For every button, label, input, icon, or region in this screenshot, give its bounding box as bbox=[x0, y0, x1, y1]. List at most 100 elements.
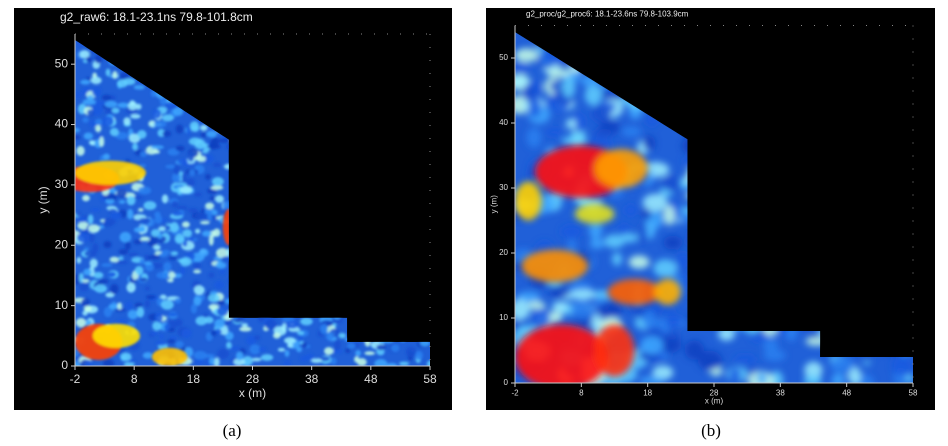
texture-blob bbox=[217, 348, 230, 360]
texture-blob bbox=[217, 260, 223, 266]
texture-blob bbox=[803, 375, 822, 383]
texture-blob bbox=[115, 260, 128, 265]
y-tick-label: 0 bbox=[504, 378, 509, 387]
texture-blob bbox=[134, 265, 144, 275]
texture-blob bbox=[80, 79, 91, 85]
texture-blob bbox=[159, 97, 168, 106]
x-tick-label: 38 bbox=[776, 389, 785, 398]
texture-blob bbox=[246, 335, 257, 346]
texture-blob bbox=[112, 70, 118, 79]
texture-blob bbox=[209, 291, 219, 295]
texture-blob bbox=[172, 106, 184, 116]
texture-blob bbox=[75, 317, 87, 328]
texture-blob bbox=[162, 130, 172, 137]
texture-blob bbox=[105, 198, 115, 205]
texture-blob bbox=[86, 56, 93, 63]
texture-blob bbox=[194, 228, 201, 234]
texture-blob bbox=[226, 341, 232, 349]
texture-blob bbox=[364, 351, 376, 356]
texture-blob bbox=[546, 69, 572, 77]
texture-blob bbox=[94, 100, 105, 107]
texture-blob bbox=[596, 301, 622, 320]
texture-blob bbox=[109, 211, 122, 220]
texture-blob bbox=[515, 48, 539, 63]
texture-blob bbox=[79, 50, 90, 59]
texture-blob bbox=[376, 344, 387, 351]
y-tick-label: 10 bbox=[499, 313, 508, 322]
texture-blob bbox=[105, 68, 111, 77]
texture-blob bbox=[663, 235, 683, 250]
texture-blob bbox=[83, 305, 92, 312]
hot-spot bbox=[654, 279, 681, 305]
texture-blob bbox=[216, 306, 229, 317]
texture-blob bbox=[169, 336, 178, 340]
texture-blob bbox=[210, 185, 224, 191]
texture-blob bbox=[205, 173, 211, 180]
texture-blob bbox=[570, 301, 596, 320]
x-tick-label: 58 bbox=[909, 389, 918, 398]
texture-blob bbox=[98, 225, 104, 229]
texture-blob bbox=[104, 100, 118, 108]
y-axis-label: y (m) bbox=[489, 195, 498, 214]
texture-blob bbox=[109, 127, 119, 137]
texture-blob bbox=[127, 309, 139, 320]
texture-blob bbox=[128, 252, 139, 257]
texture-blob bbox=[102, 359, 115, 366]
texture-blob bbox=[161, 194, 169, 204]
texture-blob bbox=[139, 236, 150, 242]
texture-blob bbox=[604, 234, 625, 249]
texture-blob bbox=[143, 261, 153, 266]
texture-blob bbox=[84, 359, 93, 366]
x-tick-label: 48 bbox=[842, 389, 851, 398]
texture-blob bbox=[592, 128, 615, 139]
texture-blob bbox=[103, 241, 112, 249]
texture-blob bbox=[642, 309, 656, 330]
texture-blob bbox=[93, 271, 104, 279]
y-tick-label: 10 bbox=[55, 298, 69, 312]
texture-blob bbox=[299, 355, 308, 362]
texture-blob bbox=[287, 343, 294, 348]
texture-blob bbox=[763, 349, 786, 362]
texture-blob bbox=[891, 355, 913, 377]
texture-blob bbox=[179, 257, 192, 267]
texture-blob bbox=[143, 200, 157, 211]
texture-blob bbox=[273, 332, 281, 339]
texture-blob bbox=[160, 299, 174, 310]
texture-blob bbox=[154, 120, 167, 128]
texture-blob bbox=[139, 258, 145, 265]
y-tick-label: 20 bbox=[499, 248, 508, 257]
texture-blob bbox=[225, 331, 234, 341]
texture-blob bbox=[108, 304, 120, 310]
texture-blob bbox=[354, 356, 360, 363]
texture-blob bbox=[144, 300, 151, 308]
texture-blob bbox=[249, 344, 261, 355]
texture-blob bbox=[205, 202, 215, 210]
x-tick-label: 58 bbox=[423, 372, 437, 386]
texture-blob bbox=[228, 346, 241, 351]
texture-blob bbox=[82, 117, 89, 123]
texture-blob bbox=[189, 169, 196, 176]
texture-blob bbox=[325, 331, 334, 341]
texture-blob bbox=[90, 207, 101, 212]
y-tick-label: 50 bbox=[55, 56, 69, 70]
texture-blob bbox=[675, 252, 691, 271]
texture-blob bbox=[254, 335, 261, 341]
texture-blob bbox=[589, 238, 605, 249]
texture-blob bbox=[584, 84, 602, 106]
texture-blob bbox=[138, 208, 144, 212]
texture-blob bbox=[561, 136, 587, 146]
x-tick-label: 18 bbox=[643, 389, 652, 398]
texture-blob bbox=[264, 319, 277, 330]
texture-blob bbox=[122, 78, 136, 86]
texture-blob bbox=[277, 347, 286, 352]
texture-blob bbox=[155, 340, 167, 346]
texture-blob bbox=[84, 250, 97, 257]
texture-blob bbox=[88, 214, 94, 225]
texture-blob bbox=[158, 226, 166, 232]
caption: (b) bbox=[701, 421, 721, 440]
texture-blob bbox=[87, 109, 95, 117]
texture-blob bbox=[639, 376, 665, 383]
texture-blob bbox=[527, 301, 546, 310]
texture-blob bbox=[109, 256, 119, 263]
texture-blob bbox=[101, 263, 113, 268]
